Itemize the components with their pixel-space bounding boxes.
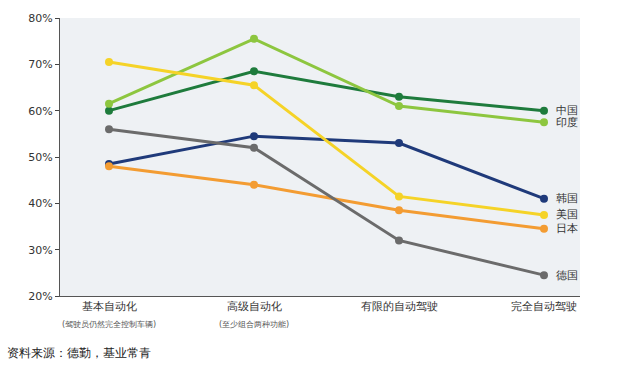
svg-text:有限的自动驾驶: 有限的自动驾驶 (361, 300, 438, 313)
svg-text:(至少组合两种功能): (至少组合两种功能) (219, 320, 289, 329)
svg-text:70%: 70% (28, 58, 52, 71)
svg-text:20%: 20% (28, 290, 52, 303)
svg-text:中国: 中国 (556, 104, 578, 117)
svg-text:德国: 德国 (556, 269, 578, 282)
svg-text:(驾驶员仍然完全控制车辆): (驾驶员仍然完全控制车辆) (62, 320, 156, 329)
svg-text:50%: 50% (28, 151, 52, 164)
svg-text:80%: 80% (28, 12, 52, 25)
svg-text:资料来源：德勤，基业常青: 资料来源：德勤，基业常青 (7, 346, 151, 360)
svg-text:高级自动化: 高级自动化 (227, 300, 282, 313)
svg-text:40%: 40% (28, 197, 52, 210)
svg-text:基本自动化: 基本自动化 (82, 300, 137, 313)
svg-text:美国: 美国 (556, 208, 578, 221)
svg-text:完全自动驾驶: 完全自动驾驶 (511, 300, 577, 313)
svg-text:印度: 印度 (556, 116, 578, 129)
svg-text:日本: 日本 (556, 222, 578, 235)
svg-text:30%: 30% (28, 244, 52, 257)
svg-text:60%: 60% (28, 105, 52, 118)
svg-text:韩国: 韩国 (556, 192, 578, 205)
